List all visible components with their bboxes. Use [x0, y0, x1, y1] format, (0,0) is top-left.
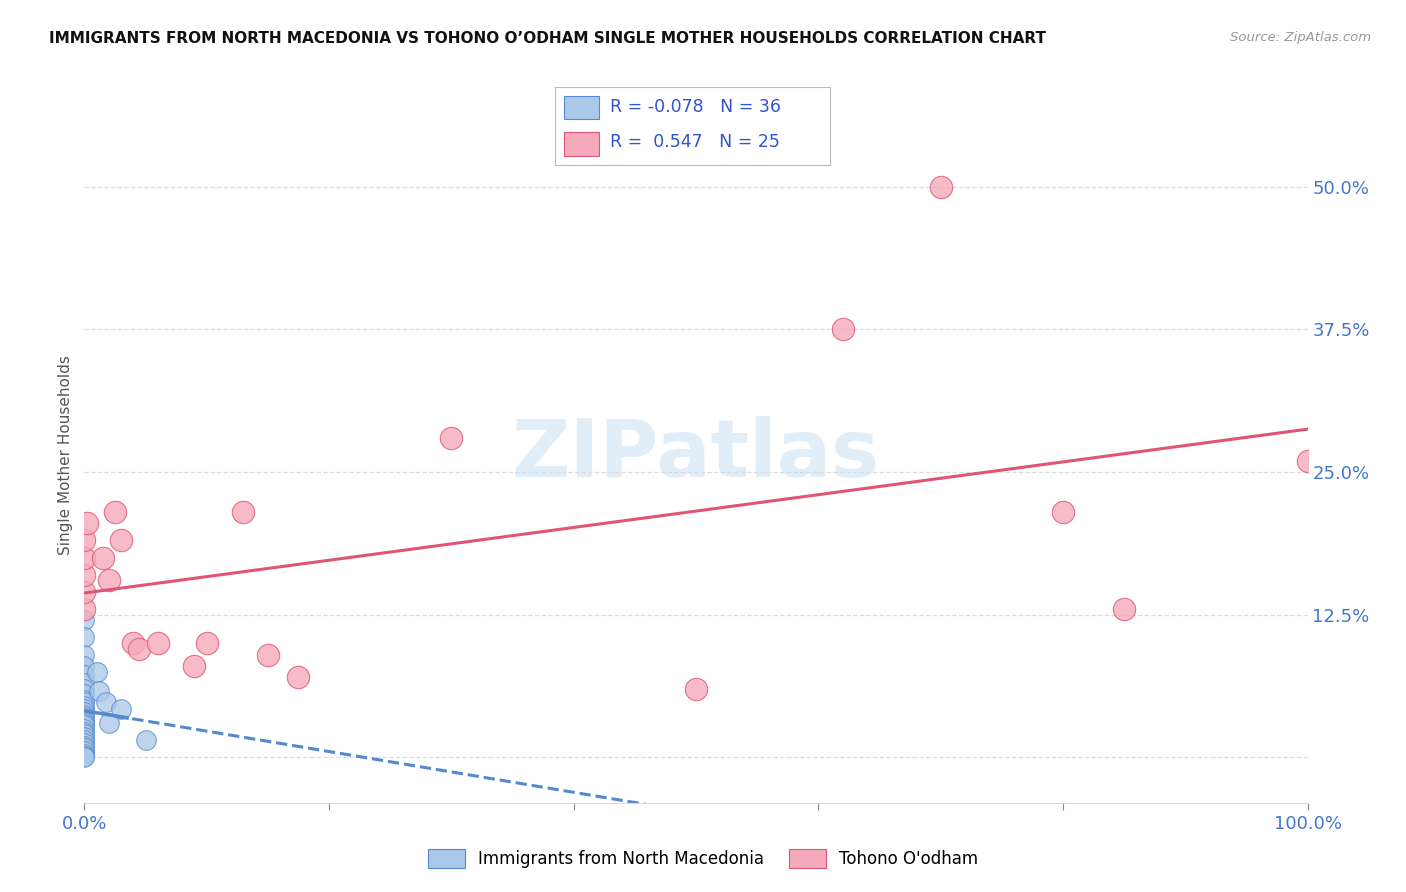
Point [73, 631, 96, 645]
Point [122, 636, 145, 650]
Point [110, 533, 132, 548]
Point [183, 659, 205, 673]
Point [73, 602, 96, 616]
Point [76, 516, 98, 531]
Bar [564, 96, 599, 120]
Text: R = -0.078   N = 36: R = -0.078 N = 36 [610, 98, 782, 116]
Point [73, 744, 96, 758]
Text: Source: ZipAtlas.com: Source: ZipAtlas.com [1230, 31, 1371, 45]
Point [110, 702, 132, 716]
Legend: Immigrants from North Macedonia, Tohono O'odham: Immigrants from North Macedonia, Tohono … [422, 842, 984, 875]
Point [73, 584, 96, 599]
Point [73, 613, 96, 627]
Bar [564, 132, 599, 155]
Point [146, 636, 169, 650]
Point [831, 322, 853, 336]
Point [440, 431, 463, 445]
Point [1052, 505, 1074, 519]
Point [73, 693, 96, 707]
Point [1114, 602, 1136, 616]
Point [73, 567, 96, 582]
Point [73, 695, 96, 709]
Point [86, 665, 108, 679]
Y-axis label: Single Mother Households: Single Mother Households [58, 355, 73, 555]
Text: IMMIGRANTS FROM NORTH MACEDONIA VS TOHONO O’ODHAM SINGLE MOTHER HOUSEHOLDS CORRE: IMMIGRANTS FROM NORTH MACEDONIA VS TOHON… [49, 31, 1046, 46]
Point [73, 727, 96, 741]
Point [73, 741, 96, 756]
Point [97, 715, 120, 730]
Point [73, 668, 96, 682]
Point [91, 550, 114, 565]
Point [73, 698, 96, 713]
Point [73, 750, 96, 764]
Point [73, 659, 96, 673]
Point [73, 733, 96, 747]
Point [73, 747, 96, 761]
Point [73, 739, 96, 753]
Point [87, 684, 110, 698]
Point [232, 505, 254, 519]
Point [73, 722, 96, 736]
Point [104, 505, 127, 519]
Point [73, 725, 96, 739]
Point [73, 714, 96, 728]
Point [73, 688, 96, 702]
Point [73, 705, 96, 719]
Point [685, 681, 707, 696]
Point [1296, 453, 1319, 467]
Point [287, 670, 309, 684]
Point [73, 681, 96, 696]
Point [929, 180, 952, 194]
Point [73, 730, 96, 744]
Point [73, 718, 96, 732]
Point [73, 749, 96, 764]
Point [128, 641, 150, 656]
Point [73, 715, 96, 730]
Point [73, 550, 96, 565]
Point [195, 636, 218, 650]
Point [257, 648, 280, 662]
Point [97, 574, 120, 588]
Point [73, 710, 96, 724]
Point [73, 708, 96, 723]
Text: ZIPatlas: ZIPatlas [512, 416, 880, 494]
Text: R =  0.547   N = 25: R = 0.547 N = 25 [610, 133, 780, 151]
Point [73, 648, 96, 662]
Point [73, 533, 96, 548]
Point [135, 733, 157, 747]
Point [96, 695, 118, 709]
Point [73, 676, 96, 690]
Point [73, 702, 96, 716]
Point [73, 737, 96, 751]
